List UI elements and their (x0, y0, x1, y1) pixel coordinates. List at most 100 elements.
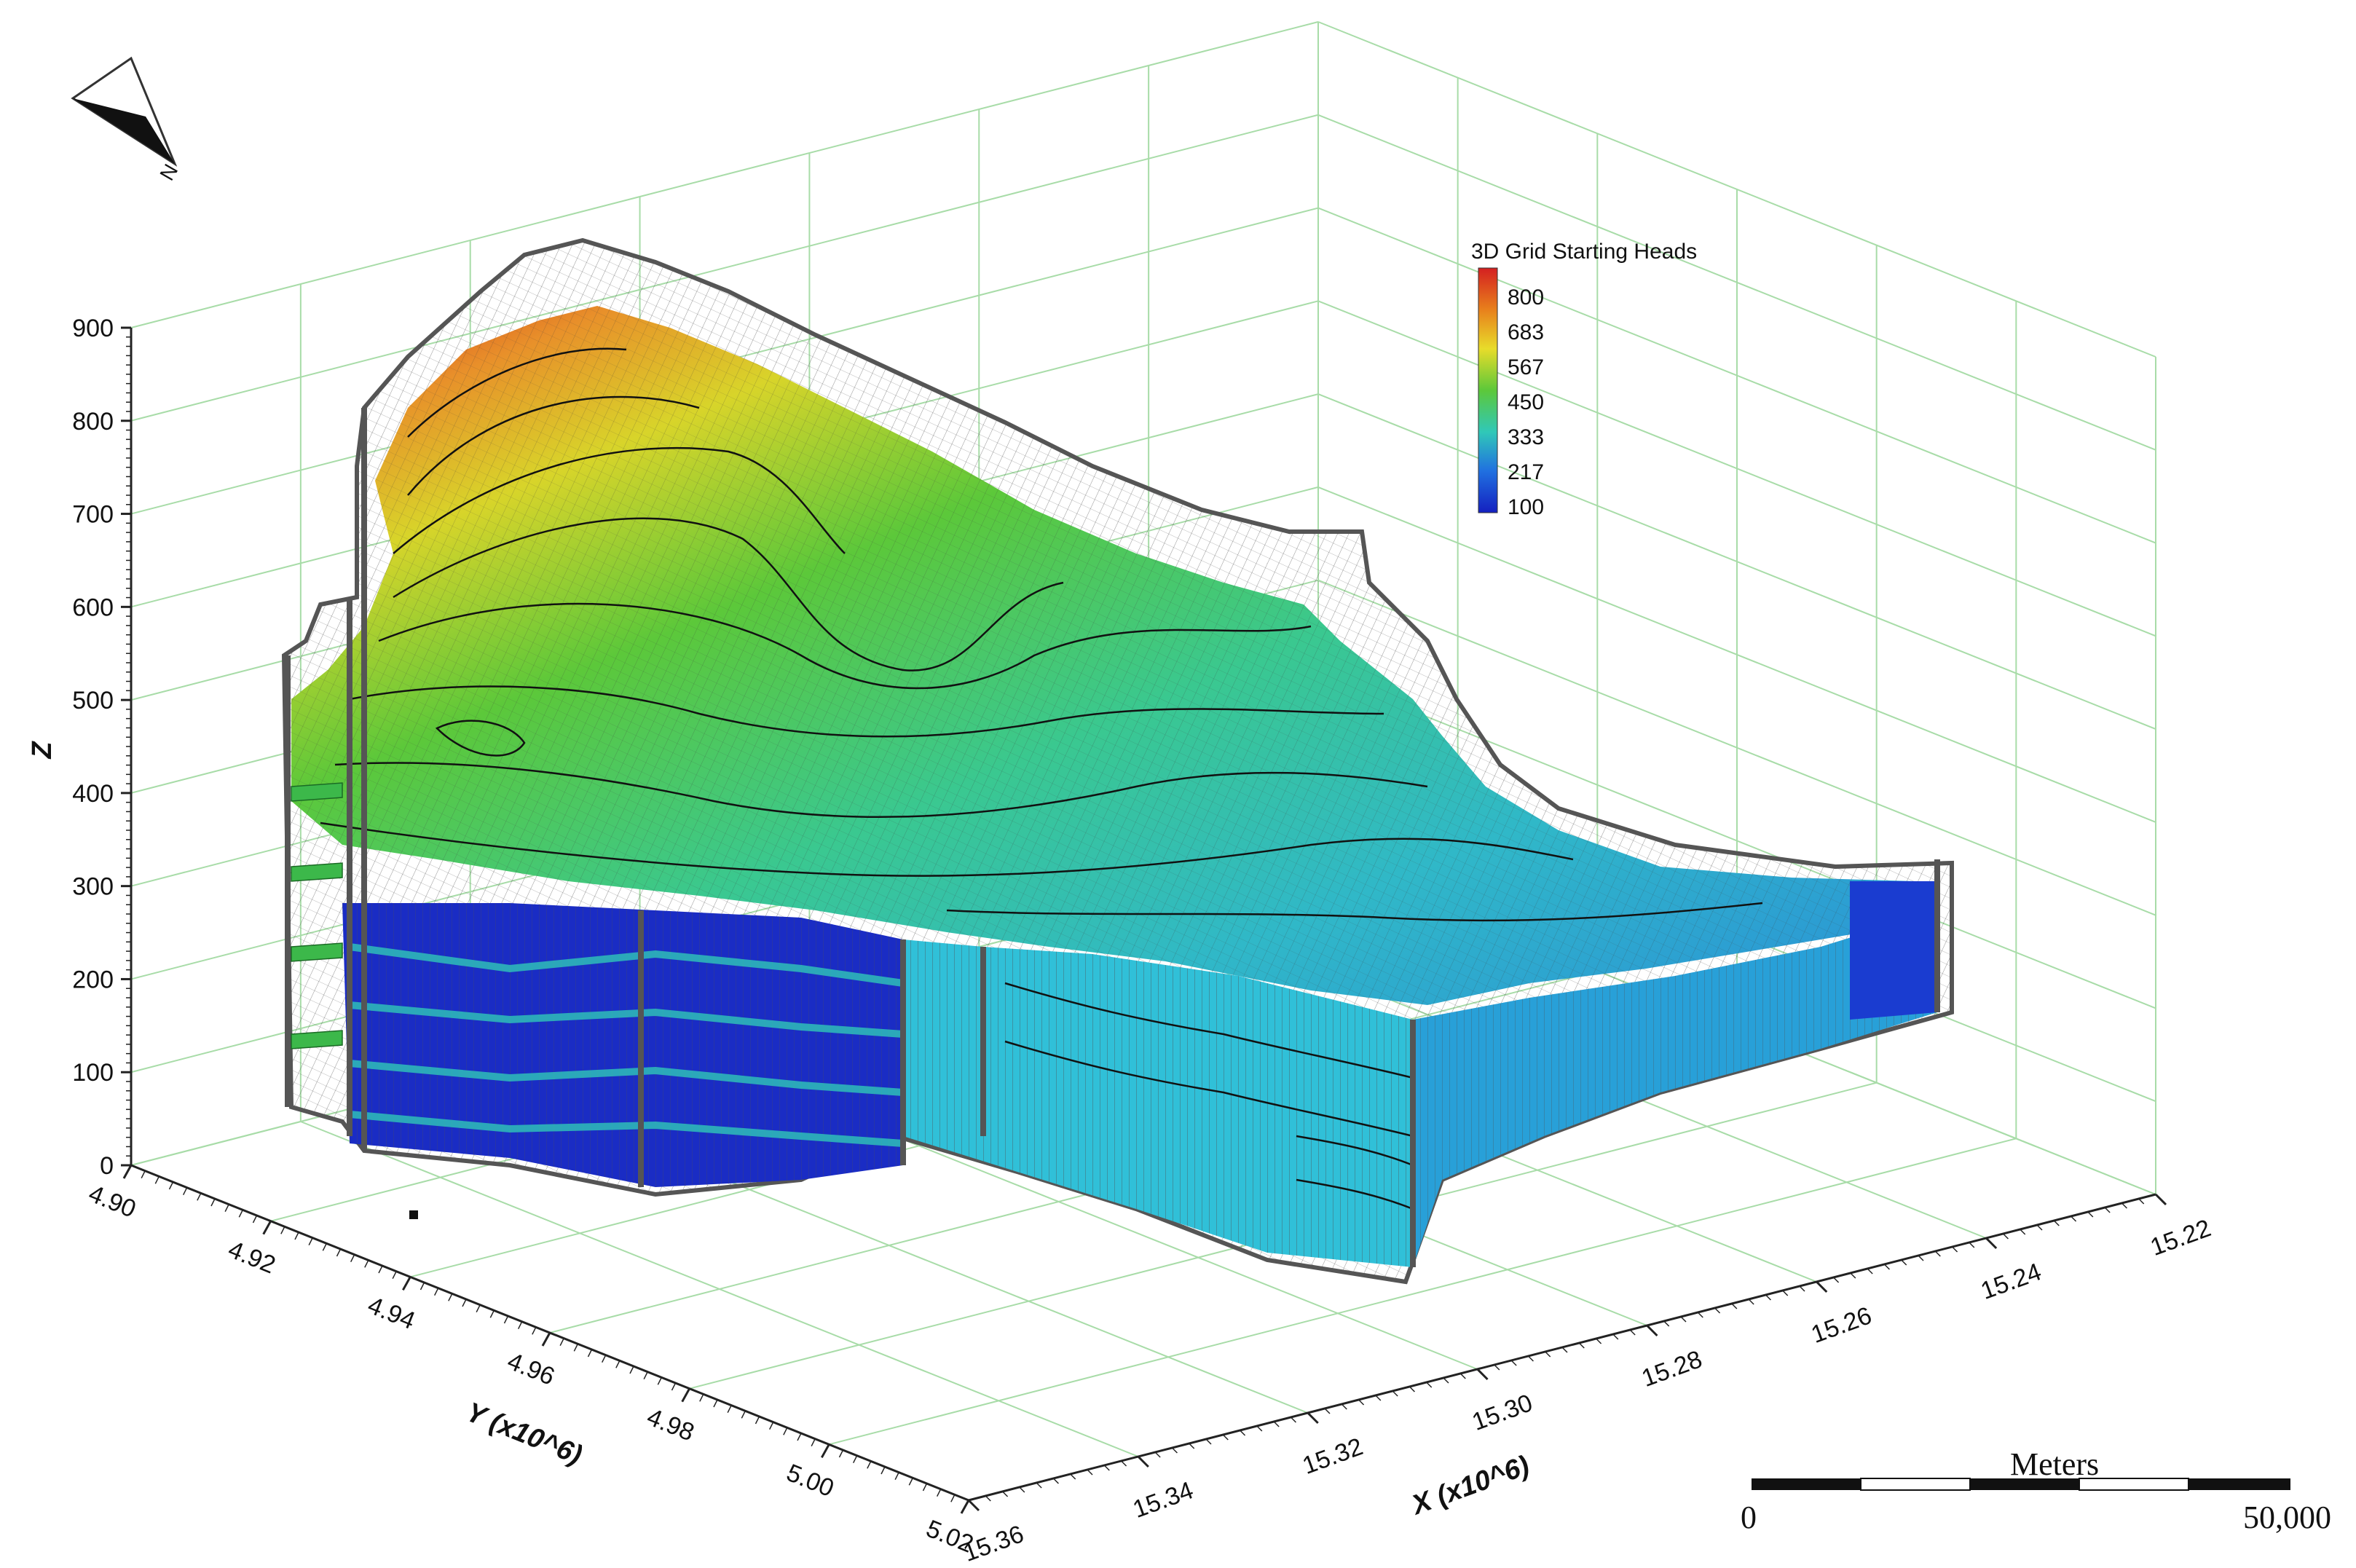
x-minor-tick (1307, 1412, 1314, 1419)
y-minor-tick (378, 1265, 383, 1274)
x-minor-tick (1409, 1386, 1415, 1392)
y-axis-title: Y (x10^6) (462, 1397, 586, 1471)
y-minor-tick (811, 1438, 816, 1447)
x-minor-tick (1833, 1277, 1840, 1283)
x-minor-tick (1103, 1465, 1110, 1471)
z-tick-label: 100 (72, 1059, 114, 1087)
y-tick-label: 4.96 (503, 1347, 559, 1391)
y-minor-tick (336, 1248, 342, 1257)
x-minor-tick (1714, 1307, 1721, 1314)
x-minor-tick (1867, 1268, 1873, 1275)
y-minor-tick (922, 1483, 928, 1492)
y-minor-tick (266, 1221, 272, 1229)
y-minor-tick (127, 1165, 132, 1173)
x-minor-tick (1680, 1316, 1687, 1323)
y-minor-tick (783, 1427, 788, 1435)
z-tick-label: 400 (72, 780, 114, 808)
x-minor-tick (1816, 1281, 1822, 1288)
y-minor-tick (908, 1477, 914, 1486)
y-minor-tick (489, 1309, 495, 1318)
grid-line (829, 1138, 2017, 1446)
y-minor-tick (532, 1326, 537, 1335)
z-tick-label: 300 (72, 873, 114, 901)
x-minor-tick (1171, 1447, 1178, 1454)
y-minor-tick (448, 1293, 453, 1301)
x-minor-tick (2002, 1233, 2009, 1240)
y-minor-tick (210, 1198, 216, 1207)
legend-tick-label: 217 (1508, 460, 1544, 484)
y-minor-tick (824, 1443, 830, 1452)
y-minor-tick (476, 1304, 481, 1313)
x-tick-label: 15.24 (1977, 1258, 2045, 1305)
x-minor-tick (1765, 1294, 1771, 1301)
x-minor-tick (1646, 1325, 1652, 1331)
y-minor-tick (699, 1393, 704, 1402)
x-minor-tick (1052, 1478, 1059, 1484)
z-tick-label: 800 (72, 408, 114, 436)
scale-units: Meters (2010, 1446, 2099, 1482)
y-minor-tick (936, 1489, 942, 1497)
x-minor-tick (2121, 1202, 2127, 1209)
y-tick-label: 5.00 (783, 1459, 838, 1502)
x-minor-tick (1612, 1333, 1619, 1340)
north-label: N (155, 160, 182, 184)
x-minor-tick (2053, 1220, 2060, 1226)
x-axis-title: X (x10^6) (1406, 1450, 1533, 1521)
x-minor-tick (1561, 1347, 1568, 1353)
x-minor-tick (2020, 1229, 2026, 1235)
y-minor-tick (406, 1276, 411, 1285)
y-tick-label: 4.98 (643, 1403, 698, 1446)
legend-tick-label: 683 (1508, 320, 1544, 344)
legend-tick-label: 567 (1508, 355, 1544, 379)
x-minor-tick (1510, 1360, 1517, 1366)
x-tick-label: 15.34 (1130, 1476, 1197, 1524)
grid-line (130, 21, 1319, 328)
y-minor-tick (168, 1181, 174, 1190)
y-minor-tick (197, 1192, 202, 1201)
x-minor-tick (1273, 1421, 1280, 1427)
x-minor-tick (1799, 1285, 1805, 1292)
y-minor-tick (141, 1170, 146, 1179)
x-minor-tick (1154, 1451, 1161, 1458)
legend-colorbar (1478, 267, 1498, 513)
legend: 3D Grid Starting Heads 800 683 567 450 333 21… (1471, 240, 1697, 519)
x-minor-tick (1341, 1403, 1347, 1410)
y-minor-tick (643, 1371, 648, 1380)
z-tick-label: 700 (72, 501, 114, 529)
z-axis-title: Z (27, 741, 58, 760)
y-minor-tick (559, 1338, 564, 1347)
z-tick-label: 900 (72, 315, 114, 342)
y-minor-tick (238, 1209, 244, 1218)
grid-line (300, 1121, 1139, 1457)
x-minor-tick (1375, 1395, 1382, 1401)
contour-lines (320, 347, 1763, 1210)
y-minor-tick (350, 1254, 355, 1263)
y-minor-tick (322, 1242, 328, 1251)
legend-tick-label: 100 (1508, 495, 1544, 519)
y-minor-tick (545, 1332, 551, 1341)
x-minor-tick (2155, 1194, 2162, 1200)
y-minor-tick (182, 1187, 188, 1196)
y-minor-tick (755, 1416, 760, 1425)
y-minor-tick (768, 1422, 774, 1430)
y-minor-tick (308, 1237, 313, 1246)
x-minor-tick (1036, 1482, 1042, 1489)
y-minor-tick (392, 1271, 397, 1280)
x-minor-tick (1426, 1382, 1433, 1388)
x-tick-label: 15.28 (1638, 1345, 1706, 1392)
x-minor-tick (1748, 1299, 1754, 1305)
x-minor-tick (1477, 1368, 1484, 1375)
x-minor-tick (2104, 1207, 2111, 1213)
x-minor-tick (1256, 1425, 1263, 1432)
x-minor-tick (1527, 1355, 1534, 1362)
y-minor-tick (433, 1288, 439, 1296)
north-arrow-icon: N (71, 56, 182, 184)
x-minor-tick (1697, 1312, 1703, 1318)
x-minor-tick (1596, 1338, 1602, 1344)
y-minor-tick (797, 1433, 802, 1441)
y-minor-tick (657, 1376, 663, 1385)
x-minor-tick (2071, 1216, 2077, 1222)
y-minor-tick (741, 1410, 746, 1419)
